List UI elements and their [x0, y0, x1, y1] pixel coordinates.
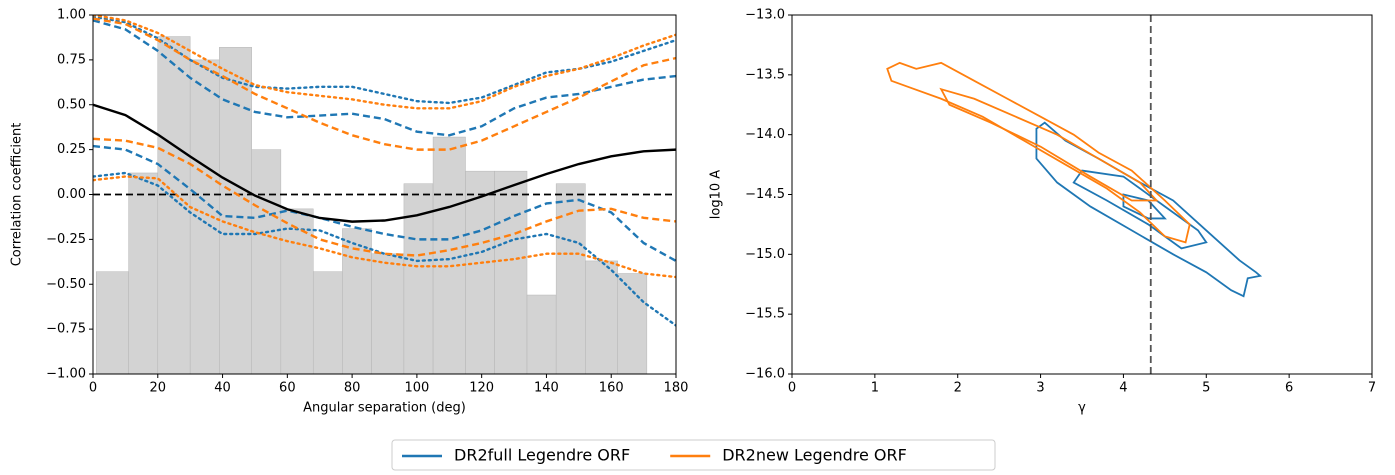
contour-line	[1072, 169, 1208, 250]
y-tick-label: 0.50	[57, 97, 86, 112]
x-tick-label: 3	[1036, 381, 1044, 396]
series-line	[93, 15, 676, 110]
x-axis-label: Angular separation (deg)	[303, 401, 466, 416]
x-tick-label: 100	[404, 381, 429, 396]
x-tick-label: 5	[1202, 381, 1210, 396]
x-tick-label: 4	[1119, 381, 1127, 396]
y-tick-label: −1.00	[46, 367, 86, 382]
hist-bar	[371, 253, 405, 374]
legend-label: DR2full Legendre ORF	[454, 446, 630, 465]
y-axis-label: Correlation coefficient	[10, 123, 25, 267]
hist-bar	[251, 149, 282, 374]
series-line	[93, 17, 676, 151]
axes-frame	[791, 14, 1373, 375]
x-tick-label: 0	[788, 381, 796, 396]
series-line	[93, 144, 676, 262]
y-tick-label: 0.75	[57, 52, 86, 67]
series-line	[93, 137, 676, 257]
y-tick-label: −16.0	[745, 367, 785, 382]
x-tick-label: 20	[150, 381, 167, 396]
y-tick-label: −0.25	[46, 232, 86, 247]
plot-area	[886, 15, 1263, 374]
y-tick-label: −0.75	[46, 322, 86, 337]
hist-bar	[342, 228, 372, 374]
x-tick-label: 40	[214, 381, 231, 396]
x-tick-label: 140	[534, 381, 559, 396]
y-tick-label: −0.50	[46, 277, 86, 292]
x-tick-label: 180	[664, 381, 689, 396]
series-line	[93, 171, 676, 327]
y-tick-label: −15.0	[745, 247, 785, 262]
hist-bar	[219, 47, 252, 374]
y-tick-label: −15.5	[745, 307, 785, 322]
hist-bar	[465, 170, 495, 374]
hist-bar	[128, 172, 159, 374]
hist-bar	[157, 36, 191, 374]
x-tick-label: 120	[469, 381, 494, 396]
x-tick-label: 60	[279, 381, 296, 396]
contour-line	[1035, 121, 1263, 298]
hist-bar	[189, 59, 220, 374]
hist-bar	[617, 273, 648, 374]
hist-bar	[494, 170, 528, 374]
x-tick-label: 2	[954, 381, 962, 396]
hist-bar	[312, 271, 343, 374]
hist-bar	[526, 294, 557, 374]
contour-line	[1122, 193, 1167, 220]
x-axis-label: γ	[1078, 401, 1086, 416]
plot-area	[93, 15, 676, 374]
legend-label: DR2new Legendre ORF	[722, 446, 907, 465]
x-tick-label: 0	[89, 381, 97, 396]
hist-bar	[95, 271, 129, 374]
y-axis-label: log10 A	[709, 170, 724, 219]
y-tick-label: −13.5	[745, 67, 785, 82]
series-line	[93, 103, 676, 223]
y-tick-label: −14.5	[745, 187, 785, 202]
y-tick-label: 1.00	[57, 8, 86, 23]
y-tick-label: −13.0	[745, 8, 785, 23]
contour-line	[886, 61, 1191, 244]
series-line	[93, 19, 676, 137]
contour-line	[939, 87, 1159, 202]
y-tick-label: 0.25	[57, 142, 86, 157]
x-tick-label: 1	[871, 381, 879, 396]
x-tick-label: 7	[1368, 381, 1376, 396]
x-tick-label: 160	[599, 381, 624, 396]
hist-bar	[280, 208, 314, 374]
hist-bar	[585, 260, 618, 374]
x-tick-label: 6	[1285, 381, 1293, 396]
y-tick-label: −14.0	[745, 127, 785, 142]
x-tick-label: 80	[344, 381, 361, 396]
y-tick-label: 0.00	[57, 187, 86, 202]
series-line	[93, 175, 676, 279]
